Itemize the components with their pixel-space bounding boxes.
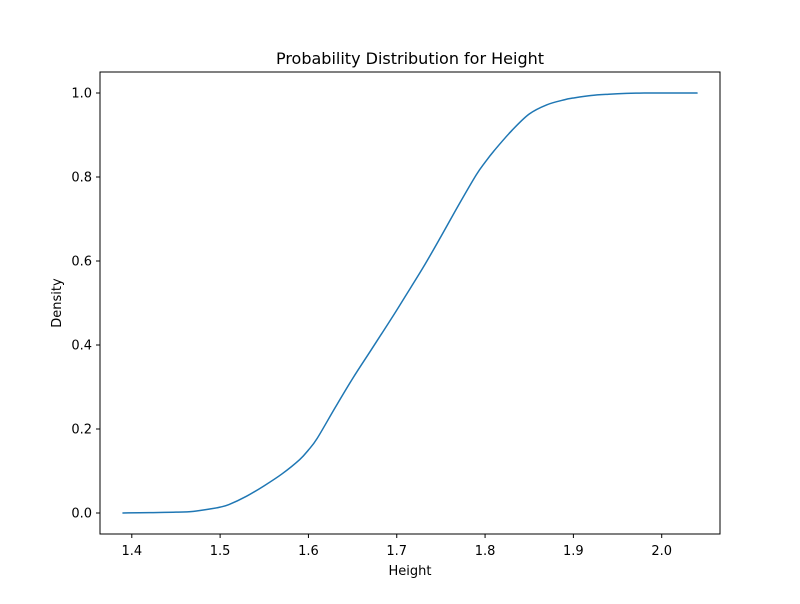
y-tick-label: 1.0	[71, 87, 92, 102]
y-tick-label: 0.8	[71, 171, 92, 186]
chart-title: Probability Distribution for Height	[276, 49, 544, 68]
y-tick-label: 0.4	[71, 339, 92, 354]
x-tick-label: 1.8	[475, 544, 496, 559]
x-tick-label: 1.7	[386, 544, 407, 559]
x-tick-label: 1.9	[563, 544, 584, 559]
x-tick-label: 1.4	[121, 544, 142, 559]
y-tick-label: 0.6	[71, 255, 92, 270]
x-tick-label: 1.5	[210, 544, 231, 559]
y-tick-label: 0.2	[71, 423, 92, 438]
y-tick-label: 0.0	[71, 507, 92, 522]
x-axis-ticks: 1.4 1.5 1.6 1.7 1.8 1.9 2.0	[121, 534, 672, 559]
y-axis-label: Density	[50, 278, 65, 328]
cdf-series-line	[122, 92, 698, 514]
axes-frame	[99, 71, 721, 535]
x-axis-label: Height	[389, 564, 432, 579]
y-axis-ticks: 0.0 0.2 0.4 0.6 0.8 1.0	[71, 87, 100, 522]
x-tick-label: 1.6	[298, 544, 319, 559]
x-tick-label: 2.0	[651, 544, 672, 559]
